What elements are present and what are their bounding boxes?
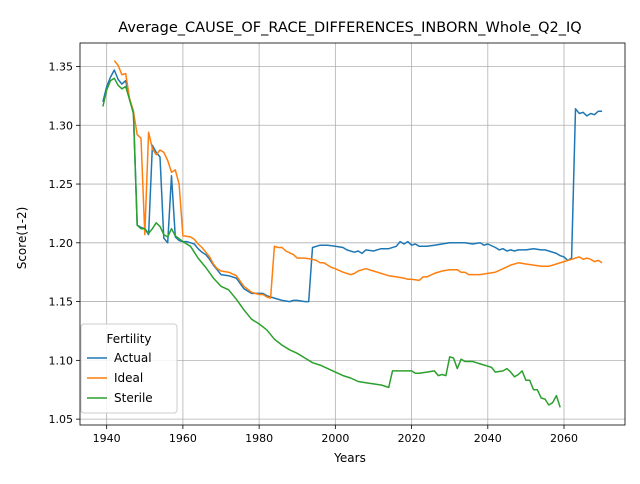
- y-tick-label: 1.05: [49, 413, 74, 426]
- legend-title: Fertility: [106, 332, 151, 346]
- legend: Fertility Actual Ideal Sterile: [80, 323, 178, 414]
- legend-label-sterile: Sterile: [114, 391, 153, 405]
- x-tick-label: 2000: [321, 432, 349, 445]
- x-axis: 1940 1960 1980 2000 2020 2040 2060: [93, 425, 578, 445]
- series-line-sterile: [102, 77, 561, 408]
- chart-title: Average_CAUSE_OF_RACE_DIFFERENCES_INBORN…: [118, 20, 581, 36]
- y-axis-label: Score(1-2): [15, 207, 29, 270]
- y-axis: 1.05 1.10 1.15 1.20 1.25 1.30 1.35: [49, 61, 80, 426]
- series-line-actual: [102, 69, 603, 303]
- legend-box: [80, 323, 178, 414]
- legend-label-ideal: Ideal: [114, 371, 143, 385]
- x-tick-label: 1940: [93, 432, 121, 445]
- x-tick-label: 1960: [169, 432, 197, 445]
- x-tick-label: 2060: [550, 432, 578, 445]
- plot-frame: [79, 42, 626, 426]
- y-tick-label: 1.15: [49, 296, 74, 309]
- x-tick-label: 2020: [398, 432, 426, 445]
- x-axis-label: Years: [333, 451, 366, 465]
- y-tick-label: 1.20: [49, 237, 74, 250]
- y-tick-label: 1.25: [49, 178, 74, 191]
- y-tick-label: 1.10: [49, 354, 74, 367]
- series-line-ideal: [113, 60, 603, 299]
- legend-label-actual: Actual: [114, 351, 152, 365]
- y-tick-label: 1.35: [49, 61, 74, 74]
- x-tick-label: 1980: [245, 432, 273, 445]
- series-lines: [102, 60, 603, 408]
- y-tick-label: 1.30: [49, 119, 74, 132]
- x-tick-label: 2040: [474, 432, 502, 445]
